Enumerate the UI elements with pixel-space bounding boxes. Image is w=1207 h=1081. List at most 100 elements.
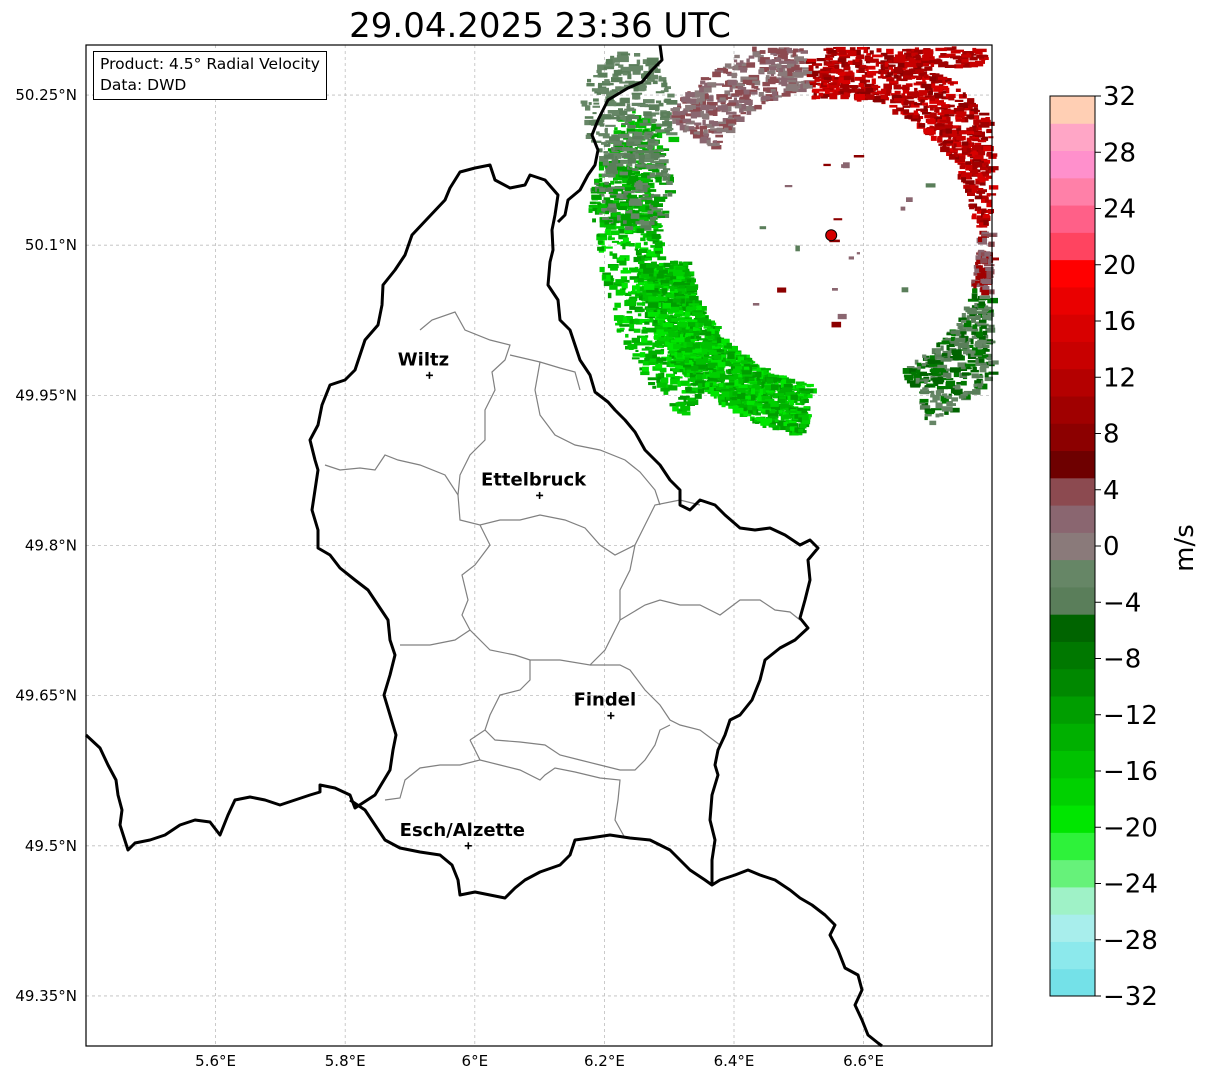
radar-echo-pixel	[957, 368, 968, 371]
radar-echo-pixel	[938, 61, 949, 68]
radar-echo-pixel	[981, 136, 989, 141]
radar-echo-pixel	[635, 308, 645, 312]
radar-echo-pixel	[978, 149, 986, 156]
colorbar-segment	[1050, 668, 1095, 697]
radar-echo-pixel	[944, 64, 957, 68]
radar-echo-pixel	[967, 188, 973, 192]
radar-echo-pixel	[669, 318, 679, 322]
radar-echo-pixel	[647, 346, 655, 350]
radar-echo-pixel	[666, 373, 675, 378]
radar-echo-pixel	[622, 243, 634, 247]
radar-echo-pixel	[739, 96, 750, 100]
radar-echo-pixel	[822, 74, 831, 80]
radar-echo-pixel	[643, 241, 648, 246]
radar-echo-pixel	[981, 233, 989, 238]
radar-echo-pixel	[709, 372, 720, 378]
radar-echo-pixel	[803, 406, 810, 409]
radar-echo-pixel	[705, 331, 712, 336]
radar-echo-pixel	[759, 50, 766, 54]
colorbar-segment	[1050, 368, 1095, 397]
radar-echo-pixel	[612, 173, 622, 178]
radar-echo-pixel	[707, 82, 717, 88]
radar-echo-pixel	[647, 61, 657, 65]
radar-echo-pixel	[720, 354, 726, 360]
radar-echo-pixel	[635, 349, 639, 352]
radar-echo-pixel	[712, 110, 718, 116]
radar-echo-pixel	[962, 92, 966, 98]
radar-echo-pixel	[660, 116, 670, 120]
radar-echo-pixel	[646, 57, 659, 63]
radar-echo-pixel	[908, 91, 914, 96]
lon-tick-label: 5.8°E	[325, 1052, 366, 1070]
radar-echo-pixel	[737, 86, 743, 90]
radar-echo-pixel	[648, 168, 655, 171]
radar-echo-pixel	[733, 368, 741, 374]
radar-echo-pixel	[893, 84, 898, 89]
colorbar-segment	[1050, 968, 1095, 997]
radar-echo-pixel	[832, 89, 843, 95]
radar-echo-pixel	[811, 63, 823, 66]
radar-echo-pixel	[694, 380, 706, 385]
radar-echo-pixel	[724, 63, 732, 68]
radar-echo-pixel	[734, 116, 745, 122]
radar-echo-pixel	[952, 390, 957, 394]
radar-echo-pixel	[764, 385, 775, 390]
radar-echo-pixel	[976, 48, 987, 53]
radar-echo-pixel	[913, 110, 918, 116]
radar-echo-pixel	[610, 195, 617, 198]
radar-echo-pixel	[855, 59, 860, 62]
radar-echo-pixel	[686, 98, 697, 104]
radar-echo-pixel	[618, 64, 624, 68]
radar-echo-pixel	[972, 347, 978, 351]
radar-echo-pixel	[785, 390, 795, 396]
radar-echo-pixel	[842, 92, 850, 96]
radar-echo-pixel	[609, 200, 620, 204]
radar-echo-pixel	[971, 305, 983, 311]
radar-echo-pixel	[662, 194, 668, 199]
radar-echo-pixel	[629, 304, 636, 310]
radar-echo-pixel	[802, 69, 813, 76]
radar-echo-pixel	[684, 361, 694, 367]
radar-echo-pixel	[614, 302, 621, 308]
radar-echo-pixel	[785, 426, 791, 432]
radar-echo-pixel	[982, 214, 990, 218]
radar-echo-pixel	[734, 374, 739, 380]
radar-echo-pixel	[787, 60, 797, 64]
radar-echo-pixel	[679, 297, 685, 304]
radar-echo-pixel	[673, 371, 677, 375]
radar-echo-pixel	[944, 61, 948, 65]
radar-echo-pixel	[667, 174, 671, 177]
radar-echo-pixel	[707, 376, 718, 381]
radar-echo-pixel	[826, 61, 835, 67]
radar-echo-pixel	[961, 174, 971, 180]
radar-echo-pixel	[641, 173, 650, 178]
radar-echo-pixel	[696, 98, 706, 102]
radar-echo-pixel	[756, 376, 761, 381]
radar-echo-pixel	[970, 351, 976, 357]
radar-echo-pixel	[781, 389, 787, 396]
radar-echo-pixel	[840, 95, 849, 100]
radar-echo-pixel	[946, 332, 953, 336]
radar-echo-pixel	[972, 324, 978, 329]
radar-echo-pixel	[697, 383, 703, 390]
radar-echo-pixel	[967, 298, 979, 302]
radar-echo-pixel	[610, 168, 618, 175]
radar-echo-pixel	[958, 125, 962, 131]
radar-echo-pixel	[830, 82, 837, 86]
radar-echo-pixel	[601, 188, 614, 192]
radar-echo-pixel	[612, 307, 618, 311]
radar-echo-pixel	[930, 135, 937, 141]
radar-echo-pixel	[809, 82, 821, 85]
radar-echo-pixel	[845, 71, 854, 76]
radar-echo-pixel	[754, 395, 758, 399]
radar-echo-pixel	[925, 183, 936, 188]
radar-echo-pixel	[616, 329, 624, 332]
radar-echo-pixel	[717, 361, 726, 368]
radar-echo-pixel	[766, 409, 776, 414]
radar-echo-pixel	[670, 279, 676, 283]
radar-echo-pixel	[949, 81, 954, 85]
radar-echo-pixel	[744, 376, 749, 383]
radar-echo-pixel	[929, 355, 935, 360]
radar-echo-pixel	[760, 98, 769, 102]
radar-echo-pixel	[835, 86, 840, 92]
